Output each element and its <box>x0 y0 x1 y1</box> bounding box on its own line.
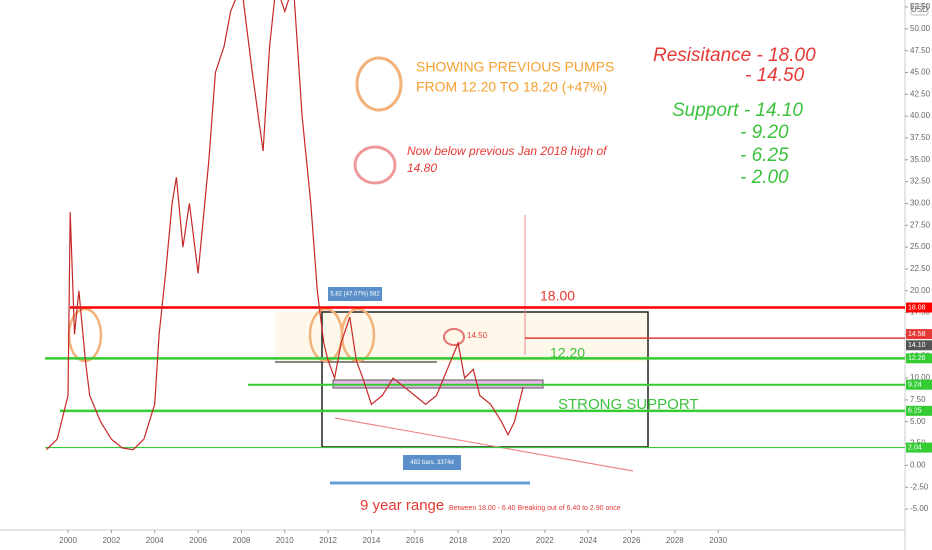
y-tick-label: 50.00 <box>910 24 931 33</box>
level-label-bg <box>906 353 932 364</box>
x-tick-label: 2030 <box>709 536 727 545</box>
bars-label: 482 bars, 3374d <box>410 460 453 466</box>
x-tick-label: 2020 <box>493 536 511 545</box>
x-tick-label: 2002 <box>102 536 120 545</box>
annotation: - 2.00 <box>740 167 789 188</box>
y-tick-label: 20.00 <box>910 286 931 295</box>
annotation: - 6.25 <box>740 145 789 166</box>
level-label-bg <box>906 302 932 313</box>
x-tick-label: 2004 <box>146 536 164 545</box>
y-tick-label: 47.50 <box>910 46 931 55</box>
y-tick-label: 45.00 <box>910 68 931 77</box>
x-tick-label: 2024 <box>579 536 597 545</box>
level-label: 12.26 <box>908 355 926 362</box>
x-tick-label: 2014 <box>363 536 381 545</box>
icon-circle <box>353 145 397 185</box>
x-tick-label: 2006 <box>189 536 207 545</box>
level-label: 14.10 <box>908 342 926 349</box>
y-tick-label: 5.00 <box>910 417 926 426</box>
annotation: SHOWING PREVIOUS PUMPS <box>416 59 614 75</box>
x-tick-label: 2028 <box>666 536 684 545</box>
icon-circle <box>355 56 403 112</box>
level-label-bg <box>906 329 932 340</box>
level-label-bg <box>906 405 932 416</box>
level-label: 14.58 <box>908 331 926 338</box>
x-tick-label: 2016 <box>406 536 424 545</box>
y-tick-label: 35.00 <box>910 155 931 164</box>
y-tick-label: -2.50 <box>910 482 929 491</box>
y-tick-label: -5.00 <box>910 504 929 513</box>
highlight-box <box>275 312 648 362</box>
bars-label-bg <box>403 455 461 470</box>
measure-label: 5.82 (47.07%) 582 <box>330 292 380 298</box>
level-label-bg <box>906 379 932 390</box>
annotation: 12.20 <box>550 345 585 361</box>
x-tick-label: 2026 <box>623 536 641 545</box>
y-tick-label: 7.50 <box>910 395 926 404</box>
y-tick-label: 37.50 <box>910 133 931 142</box>
level-label: 2.04 <box>908 444 922 451</box>
level-label: 9.24 <box>908 382 922 389</box>
currency-box <box>910 3 929 16</box>
annotation: - 9.20 <box>740 122 789 143</box>
y-tick-label: 22.50 <box>910 264 931 273</box>
x-tick-label: 2012 <box>319 536 337 545</box>
circle <box>340 307 376 363</box>
annotation: Resisitance - 18.00 <box>653 45 816 66</box>
annotation: 14.80 <box>407 161 437 175</box>
y-tick-label: 42.50 <box>910 89 931 98</box>
annotation: 14.50 <box>467 331 488 340</box>
x-tick-label: 2018 <box>449 536 467 545</box>
annotation: - 14.50 <box>745 65 805 86</box>
level-label-bg <box>906 442 932 453</box>
level-label-bg <box>906 340 932 351</box>
measure-label-bg <box>328 287 382 301</box>
annotation: FROM 12.20 TO 18.20 (+47%) <box>416 79 607 95</box>
y-tick-label: 32.50 <box>910 177 931 186</box>
annotation: Between 18.00 - 6.40 Breaking out of 6.4… <box>449 505 621 512</box>
circle <box>443 328 465 346</box>
price-line <box>45 0 524 451</box>
currency: USD <box>911 5 928 14</box>
annotation: 9 year range <box>360 497 444 514</box>
y-tick-label: 27.50 <box>910 220 931 229</box>
y-tick-label: 30.00 <box>910 199 931 208</box>
y-tick-label: 10.00 <box>910 373 931 382</box>
trend-line <box>334 417 634 472</box>
annotation: Support - 14.10 <box>672 100 803 121</box>
y-tick-label: 0.00 <box>910 460 926 469</box>
level-label: 6.25 <box>908 408 922 415</box>
y-tick-label: 25.00 <box>910 242 931 251</box>
y-tick-label: 52.50 <box>910 2 931 11</box>
x-tick-label: 2000 <box>59 536 77 545</box>
x-tick-label: 2008 <box>233 536 251 545</box>
x-tick-label: 2010 <box>276 536 294 545</box>
level-label: 18.08 <box>908 304 926 311</box>
annotation: STRONG SUPPORT <box>558 396 699 413</box>
annotation: 18.00 <box>540 288 575 304</box>
y-tick-label: 40.00 <box>910 111 931 120</box>
annotation: Now below previous Jan 2018 high of <box>407 144 608 158</box>
x-tick-label: 2022 <box>536 536 554 545</box>
